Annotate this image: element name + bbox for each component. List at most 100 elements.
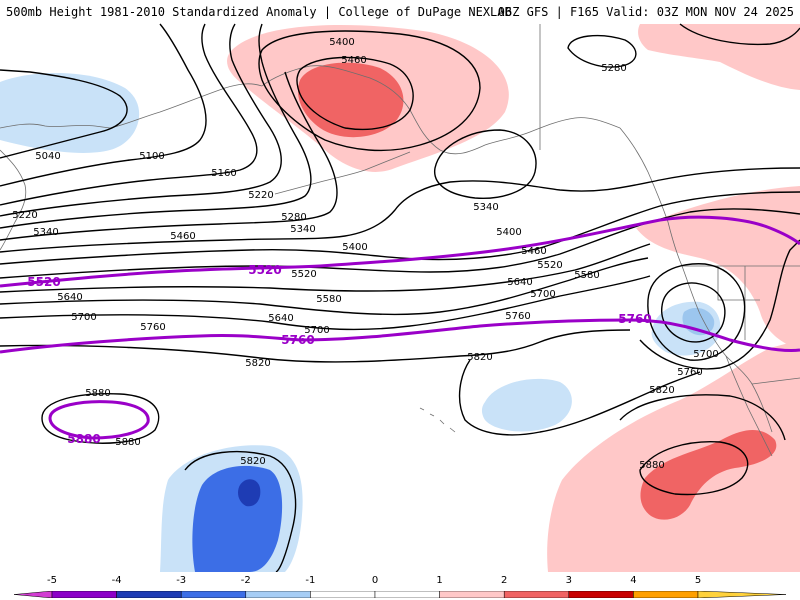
highlight-label-5760-a: 5760 [281, 333, 314, 347]
anomaly-negative-north-pacific [0, 72, 140, 153]
colorbar-scale [14, 591, 786, 598]
contour-5280-north [0, 23, 312, 229]
anomaly-positive-canada [636, 186, 800, 350]
highlight-contour-5520 [0, 215, 800, 288]
contour-5880-east [458, 359, 701, 436]
coastline-hawaii [419, 407, 456, 433]
contour-5820 [0, 329, 631, 363]
contour-label-5820-d: 5820 [240, 456, 265, 467]
contour-5040 [0, 69, 128, 159]
colorbar-tick-label: -2 [240, 575, 251, 586]
contour-label-5400-c: 5400 [496, 227, 521, 238]
contour-label-5340-a: 5340 [33, 227, 58, 238]
contour-label-5400-a: 5400 [329, 37, 354, 48]
border-us-mexico [751, 377, 800, 385]
contour-label-5700-a: 5700 [71, 312, 96, 323]
map-title: 500mb Height 1981-2010 Standardized Anom… [6, 5, 512, 19]
colorbar: -5 -4 -3 -2 -1 0 1 2 3 4 5 [0, 572, 800, 600]
contour-5400-south [0, 167, 800, 253]
contour-5340 [0, 71, 338, 241]
contour-labels: 5400 5460 5280 5040 5100 5160 5220 5220 … [12, 37, 718, 471]
colorbar-segment [439, 591, 505, 598]
colorbar-segment [697, 591, 786, 598]
coastline-kamchatka [0, 149, 27, 251]
contour-label-5760-a: 5760 [140, 322, 165, 333]
anomaly-negative-subtropics [481, 378, 572, 432]
colorbar-tick-label: -4 [111, 575, 122, 586]
contour-5880-subtropical-high [41, 393, 160, 444]
highlight-contour-5760 [0, 318, 800, 354]
contour-5280-arctic [567, 34, 637, 68]
anomaly-shading [0, 24, 800, 572]
contour-5580 [0, 243, 651, 293]
contour-label-5100: 5100 [139, 151, 164, 162]
colorbar-segment [14, 591, 53, 598]
colorbar-segment [180, 591, 247, 598]
colorbar-tick-label: -5 [47, 575, 57, 586]
contour-label-5460-b: 5460 [170, 231, 195, 242]
contour-label-5040: 5040 [35, 151, 60, 162]
colorbar-segment [374, 591, 440, 598]
contour-label-5280-a: 5280 [601, 63, 626, 74]
contour-label-5520-a: 5520 [291, 269, 316, 280]
colorbar-segment [568, 591, 634, 598]
coastline-baja [725, 355, 773, 457]
contour-5520-black [0, 208, 800, 279]
contour-label-5640-c: 5640 [507, 277, 532, 288]
colorbar-segment [633, 591, 699, 598]
colorbar-tick-label: -3 [176, 575, 187, 586]
colorbar-tick-label: 4 [630, 575, 637, 586]
contour-label-5580-b: 5580 [574, 270, 599, 281]
highlight-label-5760-b: 5760 [618, 312, 651, 326]
colorbar-tick-label: -1 [305, 575, 316, 586]
coastline-siberia [0, 83, 263, 129]
anomaly-positive-arctic [638, 24, 800, 90]
contour-5820-south [184, 451, 297, 573]
contour-label-5160: 5160 [211, 168, 236, 179]
contour-5400-alaska [258, 30, 481, 152]
contour-5640 [0, 257, 649, 316]
contour-closed-low-outer [647, 263, 746, 361]
anomaly-moderate-negative-south-pacific [192, 465, 283, 572]
highlight-label-5880: 5880 [67, 432, 100, 446]
contour-label-5640-b: 5640 [268, 313, 293, 324]
contour-5340-alaska-low [434, 129, 537, 199]
contour-5460-south [0, 191, 800, 265]
contour-label-5700-c: 5700 [530, 289, 555, 300]
model-run-info: 06Z GFS | F165 Valid: 03Z MON NOV 24 202… [497, 5, 794, 19]
contour-label-5880-a: 5880 [85, 388, 110, 399]
colorbar-segment [310, 591, 376, 598]
contour-label-5880-b: 5880 [115, 437, 140, 448]
highlight-label-5520-b: 5520 [248, 263, 281, 277]
contour-label-5520-b: 5520 [537, 260, 562, 271]
highlight-label-5520-a: 5520 [27, 275, 60, 289]
contour-label-5460-c: 5460 [521, 246, 546, 257]
highlight-contour-5880 [48, 400, 150, 440]
contour-5820-mexico [619, 394, 786, 441]
contour-5460-alaska [296, 56, 414, 131]
coastline-canada-bc [619, 127, 683, 267]
contour-5160 [0, 23, 258, 206]
contour-label-5820-a: 5820 [245, 358, 270, 369]
contour-label-5760-b: 5760 [505, 311, 530, 322]
contour-label-5820-b: 5820 [467, 352, 492, 363]
contour-label-5280-b: 5280 [281, 212, 306, 223]
contour-arctic-dome [679, 23, 800, 46]
contour-label-5340-b: 5340 [290, 224, 315, 235]
contour-label-5220-a: 5220 [248, 190, 273, 201]
colorbar-segment [503, 591, 570, 598]
colorbar-tick-label: 1 [436, 575, 443, 586]
header-bar: 500mb Height 1981-2010 Standardized Anom… [0, 0, 800, 22]
coastline-alaska [261, 65, 621, 155]
contour-label-5400-b: 5400 [342, 242, 367, 253]
contour-5760-east [639, 239, 800, 370]
highlight-contours [0, 215, 800, 440]
contour-label-5700-b: 5700 [304, 325, 329, 336]
contour-5100 [0, 23, 207, 187]
border-state-1 [717, 266, 760, 301]
anomaly-strong-negative-south-pacific [238, 479, 261, 507]
colorbar-tick-label: 2 [501, 575, 508, 586]
contour-label-5820-c: 5820 [649, 385, 674, 396]
colorbar-tick-label: 0 [371, 575, 379, 586]
